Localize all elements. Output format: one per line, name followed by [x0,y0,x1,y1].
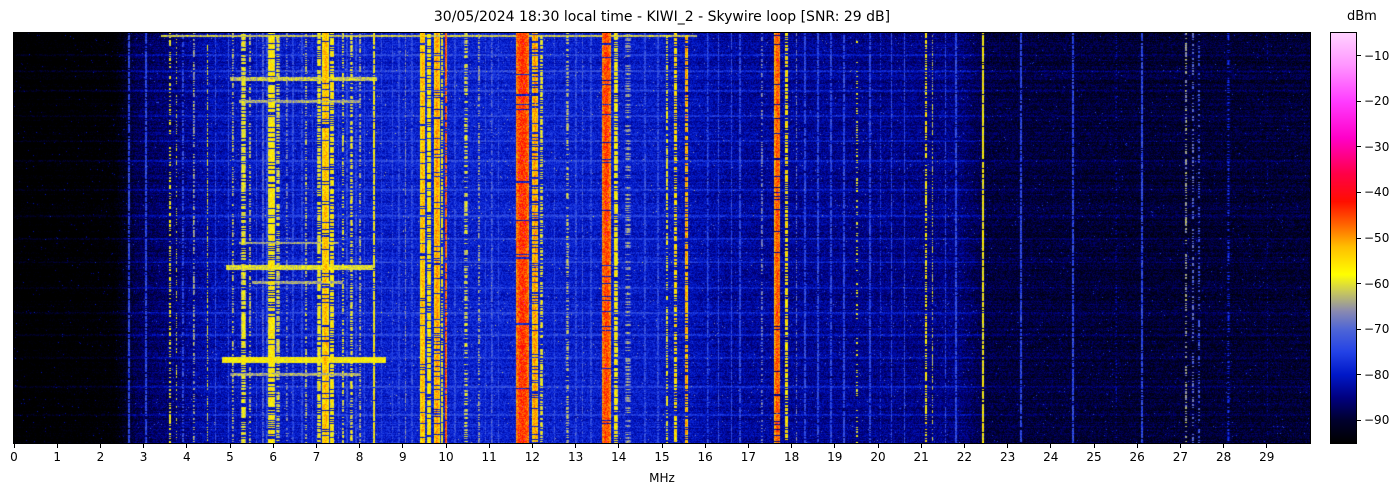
colorbar-tick-mark [1357,191,1361,193]
colorbar-unit-label: dBm [1347,9,1377,24]
x-tick-label: 18 [783,450,800,464]
x-tick-mark [272,444,274,448]
x-tick-label: 9 [398,450,407,464]
colorbar-tick-label: −80 [1364,367,1390,382]
x-tick-mark [661,444,663,448]
x-tick-mark [1136,444,1138,448]
waterfall-canvas [14,33,1310,443]
x-tick-mark [1050,444,1052,448]
x-tick-label: 14 [611,450,627,464]
x-tick-mark [1179,444,1181,448]
x-tick-mark [1223,444,1225,448]
colorbar-tick-mark [1357,100,1361,102]
x-tick-label: 3 [139,450,148,464]
chart-title: 30/05/2024 18:30 local time - KIWI_2 - S… [433,9,891,25]
colorbar [1330,32,1357,444]
x-tick-label: 15 [654,450,670,464]
colorbar-tick-mark [1357,146,1361,148]
x-tick-label: 19 [827,450,843,464]
colorbar-tick-label: −60 [1364,276,1390,291]
x-tick-label: 1 [53,450,62,464]
colorbar-tick-label: −20 [1364,94,1390,109]
x-tick-label: 6 [269,450,278,464]
x-tick-mark [1093,444,1095,448]
x-tick-mark [704,444,706,448]
x-tick-label: 8 [355,450,364,464]
x-tick-label: 20 [870,450,886,464]
x-tick-mark [575,444,577,448]
colorbar-tick-mark [1357,374,1361,376]
colorbar-tick-mark [1357,328,1361,330]
x-tick-label: 5 [226,450,234,464]
x-tick-mark [445,444,447,448]
x-tick-mark [834,444,836,448]
x-tick-mark [531,444,533,448]
waterfall-plot [13,32,1311,444]
x-tick-mark [402,444,404,448]
x-tick-mark [1266,444,1268,448]
x-tick-mark [791,444,793,448]
x-tick-mark [143,444,145,448]
x-tick-label: 12 [524,450,541,464]
x-tick-mark [315,444,317,448]
x-tick-label: 16 [697,450,713,464]
x-tick-label: 7 [312,450,321,464]
x-tick-mark [359,444,361,448]
x-tick-mark [56,444,58,448]
x-tick-label: 24 [1043,450,1059,464]
x-tick-label: 29 [1259,450,1275,464]
x-tick-label: 2 [96,450,105,464]
x-tick-mark [186,444,188,448]
x-tick-label: 25 [1086,450,1102,464]
x-tick-label: 13 [567,450,584,464]
x-tick-mark [920,444,922,448]
colorbar-tick-mark [1357,419,1361,421]
x-tick-mark [99,444,101,448]
colorbar-tick-mark [1357,237,1361,239]
colorbar-tick-label: −50 [1364,231,1390,245]
x-tick-mark [618,444,620,448]
colorbar-tick-mark [1357,283,1361,285]
x-tick-mark [488,444,490,448]
x-tick-mark [1007,444,1009,448]
colorbar-tick-mark [1357,55,1361,57]
x-tick-label: 21 [913,450,929,464]
x-tick-label: 11 [481,450,497,464]
colorbar-tick-label: −70 [1364,322,1390,337]
x-tick-label: 4 [182,450,191,464]
x-tick-mark [963,444,965,448]
x-tick-label: 10 [438,450,454,464]
x-axis-label: MHz [649,471,675,485]
x-tick-label: 17 [740,450,757,464]
x-tick-label: 22 [956,450,973,464]
x-tick-mark [13,444,15,448]
colorbar-tick-label: −40 [1364,185,1390,200]
colorbar-tick-label: −30 [1364,139,1390,154]
x-tick-mark [229,444,231,448]
x-tick-label: 27 [1172,450,1189,464]
colorbar-tick-label: −90 [1364,413,1390,428]
x-tick-mark [877,444,879,448]
colorbar-tick-label: −10 [1364,48,1390,63]
x-tick-label: 26 [1129,450,1145,464]
x-tick-label: 28 [1215,450,1232,464]
x-tick-label: 0 [10,450,18,464]
x-tick-label: 23 [999,450,1016,464]
x-tick-mark [747,444,749,448]
